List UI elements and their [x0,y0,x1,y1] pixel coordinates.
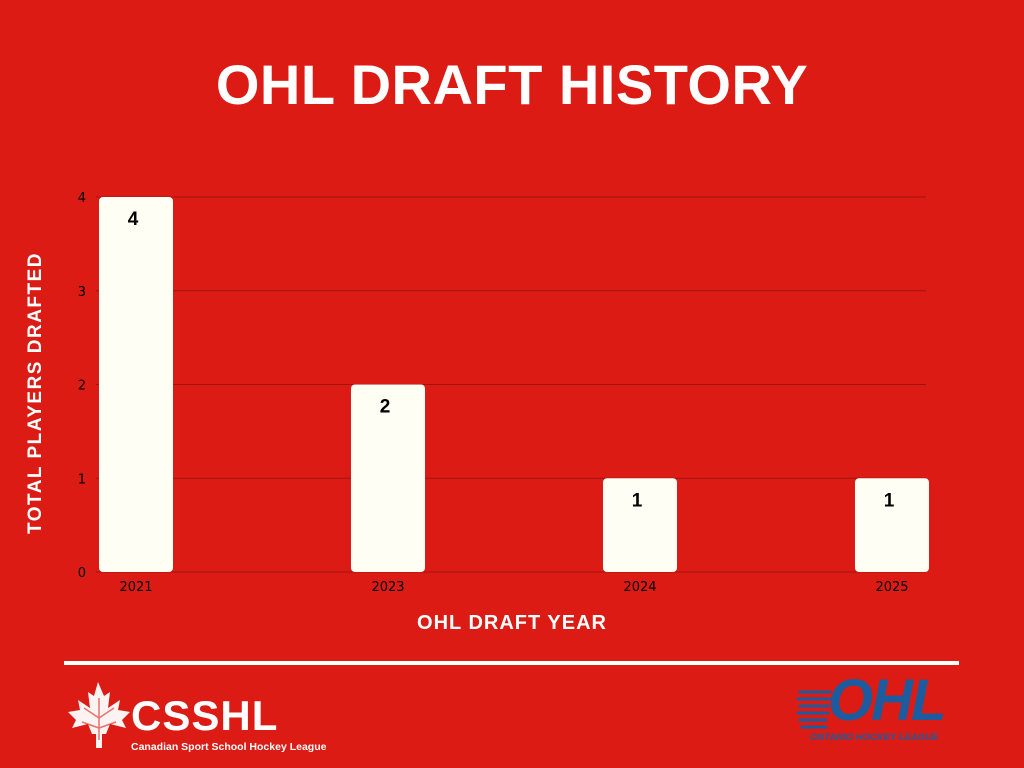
bar-chart: 0 1 2 3 4 4 2021 2 2023 1 2024 1 2025 [78,191,929,595]
csshl-logo-subtitle: Canadian Sport School Hockey League [131,741,327,753]
chart-title: OHL DRAFT HISTORY [215,53,809,116]
x-tick-label: 2021 [119,580,152,595]
data-label: 2 [380,397,391,418]
data-label: 1 [632,490,643,511]
data-label: 1 [884,490,895,511]
footer-divider [64,661,959,665]
y-tick-label: 2 [78,379,86,394]
speed-lines-icon [796,690,832,729]
bar [351,384,425,572]
x-tick-label: 2024 [623,580,656,595]
csshl-logo [68,682,130,748]
x-tick-label: 2023 [371,580,404,595]
y-tick-label: 3 [78,285,86,300]
y-tick-label: 4 [78,191,86,206]
y-tick-label: 0 [78,566,86,581]
x-tick-label: 2025 [875,580,908,595]
bar [99,197,173,572]
y-tick-label: 1 [78,472,86,487]
bar [603,478,677,572]
ohl-logo-subtitle: ONTARIO HOCKEY LEAGUE [810,732,939,743]
ohl-logo-text: OHL [828,668,946,733]
data-label: 4 [128,209,139,230]
x-axis-label: OHL DRAFT YEAR [417,612,607,634]
csshl-logo-text: CSSHL [131,692,279,739]
ohl-logo [796,690,832,729]
bar [855,478,929,572]
